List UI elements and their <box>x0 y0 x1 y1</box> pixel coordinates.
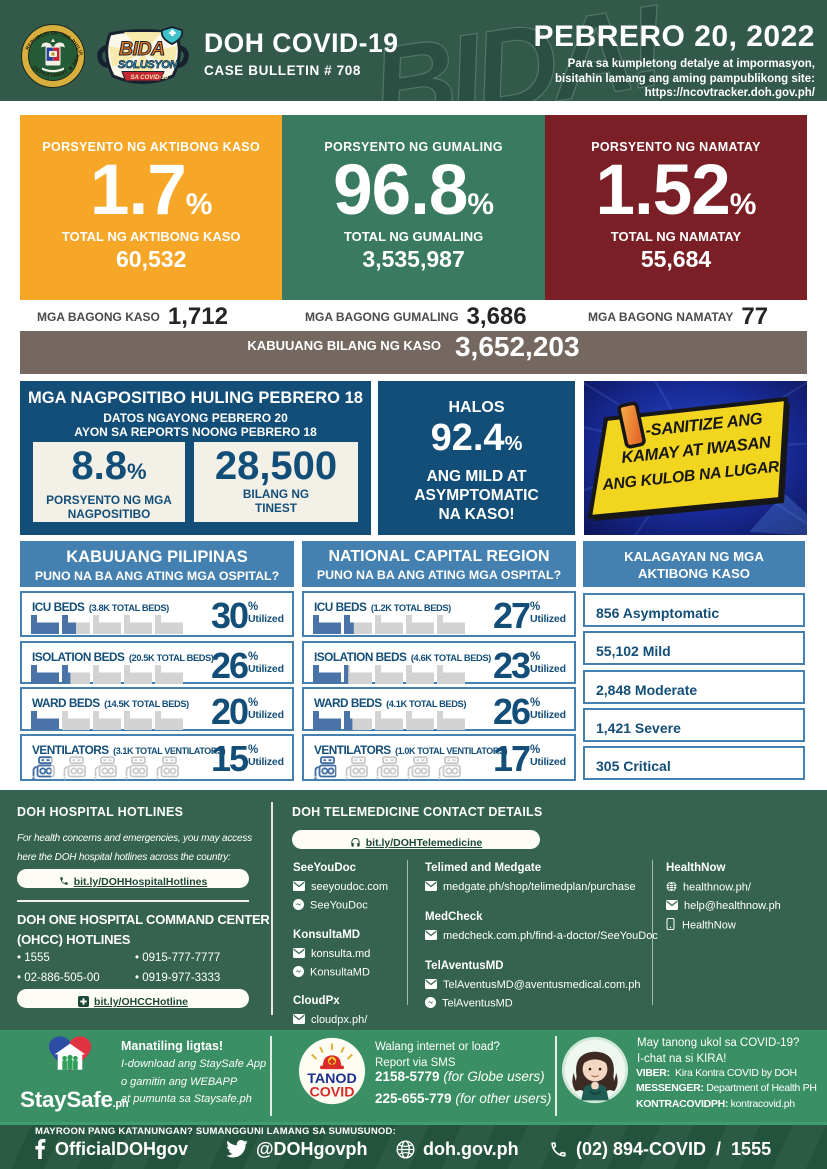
svg-text:SA COVID-19: SA COVID-19 <box>131 75 169 81</box>
svg-text:BIDA: BIDA <box>119 38 165 60</box>
svg-text:COVID: COVID <box>309 1085 354 1101</box>
svg-text:TANOD: TANOD <box>307 1071 357 1087</box>
svg-text:SOLUSYON: SOLUSYON <box>118 59 179 71</box>
